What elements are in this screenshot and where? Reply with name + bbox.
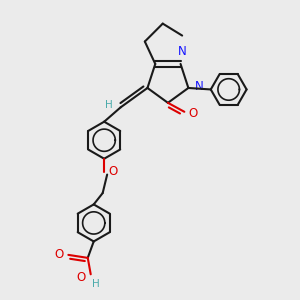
Text: O: O (76, 271, 86, 284)
Text: O: O (55, 248, 64, 261)
Text: O: O (109, 165, 118, 178)
Text: O: O (189, 107, 198, 120)
Text: H: H (92, 279, 100, 289)
Text: N: N (178, 45, 186, 58)
Text: N: N (195, 80, 204, 93)
Text: H: H (105, 100, 113, 110)
